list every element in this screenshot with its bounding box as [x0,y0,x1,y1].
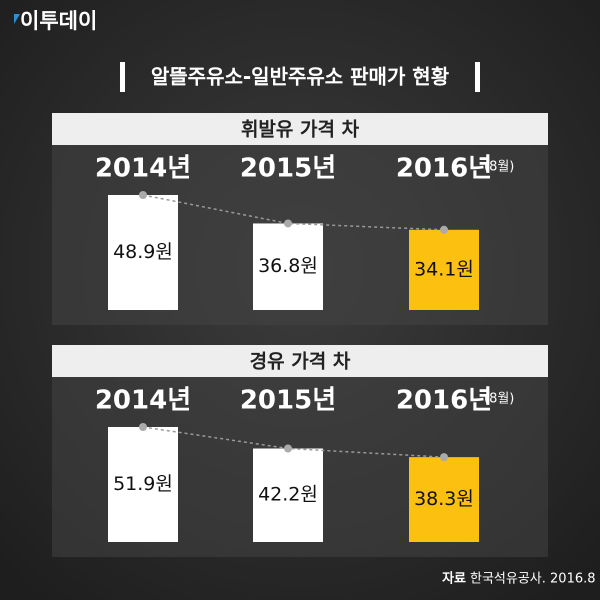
bar [253,223,323,310]
category-note: (8월) [484,160,514,175]
page-title: 알뜰주유소-일반주유소 판매가 현황 [151,65,450,89]
chart-title-box [52,345,548,377]
source-label: 자료 [442,572,466,587]
trend-point [284,444,292,453]
trend-point [284,219,292,228]
value-label: 42.2원 [258,484,318,506]
trend-point [440,225,448,234]
value-label: 34.1원 [414,258,474,280]
bar [253,448,323,542]
chart-title: 휘발유 가격 차 [241,119,360,141]
source-text: 한국석유공사. 2016.8 [470,572,596,587]
category-label: 2014년 [95,386,191,416]
trend-point [139,423,147,431]
value-label: 36.8원 [258,255,318,277]
category-label: 2016년 [396,386,492,416]
category-label: 2015년 [240,386,336,416]
value-label: 51.9원 [113,473,173,495]
trend-point [139,191,147,199]
trend-line [142,194,445,231]
bar [108,195,178,310]
category-label: 2015년 [240,154,336,184]
category-label: 2014년 [95,154,191,184]
title-bracket [120,62,125,92]
category-label: 2016년 [396,154,492,184]
logo: 이투데이 [20,9,97,33]
chart-title-box [52,113,548,145]
trend-point [440,453,448,462]
title-bracket [475,62,480,92]
bar [409,457,479,542]
value-label: 48.9원 [113,241,173,263]
value-label: 38.3원 [414,488,474,510]
logo-mark [14,14,20,24]
chart-title: 경유 가격 차 [250,351,351,373]
bar [108,427,178,542]
category-note: (8월) [484,392,514,407]
bar [409,229,479,310]
